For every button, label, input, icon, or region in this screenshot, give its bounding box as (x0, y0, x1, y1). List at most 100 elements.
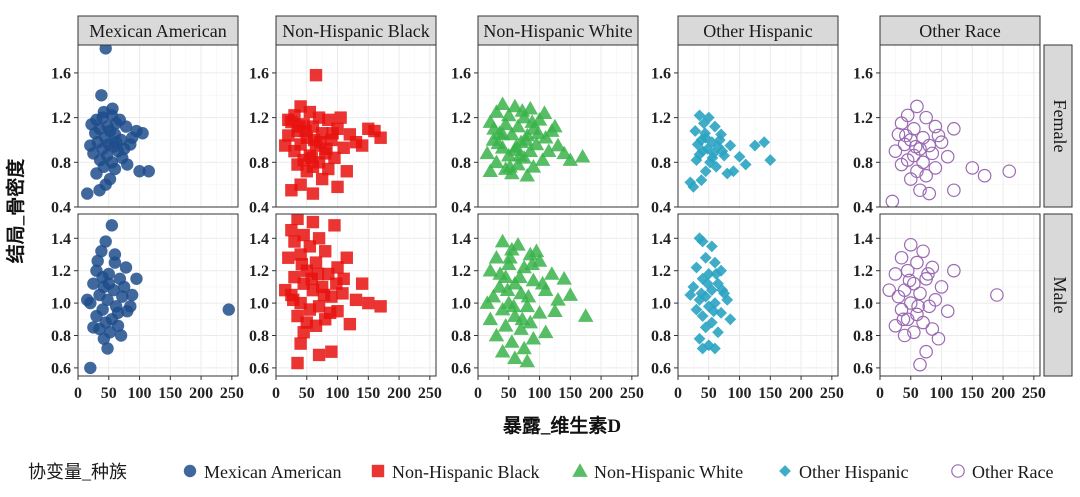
data-point (95, 245, 108, 258)
y-tick-label: 1.2 (249, 110, 269, 127)
data-point (710, 268, 723, 280)
data-point (325, 345, 338, 358)
y-tick-label: 0.8 (51, 155, 71, 172)
data-point (501, 147, 517, 162)
data-point (947, 263, 961, 278)
y-tick-label: 0.6 (651, 360, 671, 377)
data-point (295, 258, 309, 271)
data-point (947, 121, 961, 136)
y-tick-label: 0.8 (853, 155, 873, 172)
data-point (482, 163, 499, 178)
x-tick-label: 200 (991, 385, 1015, 402)
strip-male: Male (1043, 213, 1073, 377)
strip-label: Other Race (919, 21, 1000, 41)
panel-non-hispanic-white-male (477, 213, 639, 377)
data-point (709, 120, 721, 133)
y-tick-label: 0.6 (853, 360, 873, 377)
data-point (349, 293, 363, 307)
data-point (577, 308, 594, 322)
data-point (919, 344, 933, 359)
data-point (888, 267, 903, 281)
data-point (706, 151, 719, 164)
data-point (294, 248, 307, 261)
x-axis-title: 暴露_维生素D (503, 414, 621, 437)
data-point (699, 127, 711, 140)
data-point (910, 255, 924, 270)
data-point (512, 269, 528, 283)
data-point (739, 158, 752, 171)
data-point (499, 282, 516, 296)
panel-mexican-american-female (77, 44, 239, 208)
data-point (490, 135, 507, 150)
data-point (916, 315, 930, 330)
data-point (81, 187, 94, 200)
data-point (285, 224, 298, 237)
data-point (696, 342, 709, 355)
plot-panels: Mexican American Non-Hispanic Black Non-Hi… (77, 15, 1073, 377)
data-point (124, 300, 137, 313)
strip-other-hispanic: Other Hispanic (677, 15, 839, 46)
y-tick-label: 1.2 (451, 110, 471, 127)
points-mexican-american (81, 219, 235, 375)
legend-label: Other Race (972, 462, 1053, 482)
x-tick-label: 250 (1022, 385, 1046, 402)
data-point (925, 146, 940, 161)
data-point (326, 127, 339, 140)
data-point (965, 161, 980, 175)
points-other-race (882, 237, 1004, 372)
data-point (712, 326, 724, 339)
legend-title: 协变量_种族 (28, 462, 127, 482)
data-point (340, 251, 353, 264)
x-tick-label: 200 (387, 385, 411, 402)
y-tick-label: 1.0 (853, 296, 873, 313)
data-point (95, 89, 108, 102)
data-point (494, 343, 511, 358)
data-point (116, 290, 129, 303)
data-point (130, 272, 143, 285)
y-tick-label: 1.4 (51, 231, 71, 248)
data-point (922, 186, 937, 201)
panel-other-hispanic-male (677, 213, 839, 377)
y-tick-label: 0.6 (451, 360, 471, 377)
legend-label: Other Hispanic (799, 462, 908, 482)
panel-non-hispanic-white-female (477, 44, 639, 208)
data-point (916, 244, 930, 259)
data-point (699, 251, 712, 264)
data-point (309, 68, 323, 82)
data-point (689, 125, 702, 137)
data-point (695, 174, 708, 187)
y-tick-label: 0.4 (451, 200, 471, 217)
data-point (311, 267, 325, 281)
data-point (519, 353, 535, 368)
panel-other-hispanic-female (677, 44, 839, 208)
data-point (699, 165, 712, 178)
data-point (693, 148, 706, 161)
data-point (133, 165, 146, 178)
data-point (519, 298, 535, 313)
legend-label: Non-Hispanic Black (392, 462, 539, 482)
y-tick-label: 1.2 (451, 263, 471, 280)
legend-label: Mexican American (204, 462, 341, 482)
data-point (522, 143, 539, 157)
x-tick-label: 0 (272, 385, 280, 402)
strip-label: Mexican American (89, 21, 226, 41)
data-point (550, 137, 566, 152)
data-point (285, 184, 298, 197)
y-tick-label: 0.8 (451, 328, 471, 345)
data-point (282, 251, 295, 264)
data-point (947, 183, 961, 198)
y-tick-label: 0.8 (651, 155, 671, 172)
data-point (696, 235, 709, 248)
data-point (337, 141, 350, 154)
data-point (494, 233, 511, 248)
legend: 协变量_种族 Mexican American Non-Hispanic Blac… (28, 462, 1053, 482)
data-point (222, 303, 235, 316)
data-point (136, 127, 149, 140)
data-point (111, 306, 125, 320)
data-point (896, 312, 911, 327)
x-tick-label: 250 (820, 385, 844, 402)
data-point (512, 147, 528, 162)
data-point (96, 111, 109, 124)
data-point (504, 241, 520, 256)
